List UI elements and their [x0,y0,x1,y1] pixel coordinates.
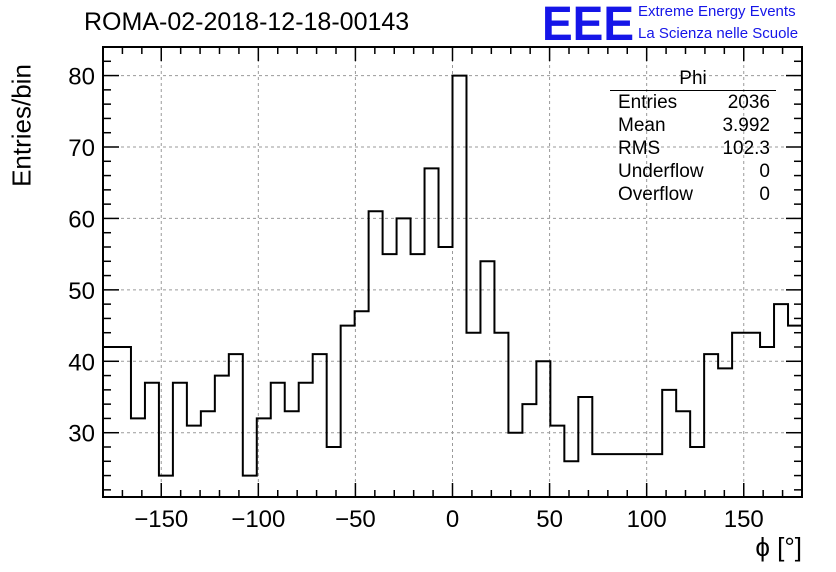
stats-value: 2036 [727,92,770,113]
stats-value: 102.3 [722,138,770,159]
stats-label: Overflow [618,184,693,205]
x-tick-label: 50 [536,506,563,533]
y-tick-label: 40 [68,349,95,376]
logo-caption-line2: La Scienza nelle Scuole [638,25,799,42]
x-tick-label: −50 [335,506,376,533]
axis-ticks [102,46,803,497]
x-axis-label: ϕ [°] [755,532,802,562]
y-axis-label: Entries/bin [6,64,37,187]
stats-row: Underflow 0 [610,160,776,183]
logo-text: EEE [542,2,634,44]
x-tick-label: 0 [446,506,459,533]
stats-row: Mean 3.992 [610,114,776,137]
stats-row: Entries 2036 [610,91,776,114]
stats-label: Entries [618,92,678,113]
stats-label: Underflow [618,161,704,182]
y-tick-label: 80 [68,64,95,91]
x-tick-label: −150 [134,506,188,533]
stats-label: RMS [618,138,661,159]
stats-title: Phi [610,68,776,91]
stats-label: Mean [618,115,666,136]
y-tick-label: 70 [68,135,95,162]
x-tick-label: 150 [724,506,764,533]
stats-value: 3.992 [722,115,770,136]
y-tick-label: 30 [68,421,95,448]
eee-logo: EEE [542,2,634,44]
x-tick-label: 100 [627,506,667,533]
chart-title: ROMA-02-2018-12-18-00143 [84,8,410,36]
stats-value: 0 [759,184,770,205]
y-tick-label: 60 [68,206,95,233]
stats-row: RMS 102.3 [610,137,776,160]
x-tick-label: −100 [231,506,285,533]
y-tick-label: 50 [68,278,95,305]
axis-tick-labels: −150 −100 −50 0 50 100 150 30 40 50 60 70 80 [68,64,763,533]
logo-caption-line1: Extreme Energy Events [638,3,796,20]
stats-row: Overflow 0 [610,183,776,206]
stats-value: 0 [759,161,770,182]
stats-box: Phi Entries 2036 Mean 3.992 RMS 102.3 Under… [610,68,776,206]
histogram-series [102,74,803,497]
